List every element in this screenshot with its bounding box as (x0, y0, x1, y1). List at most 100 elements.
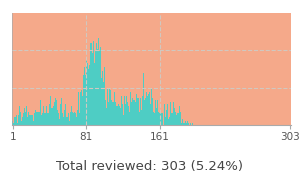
Bar (56, 100, 57, 125)
Bar (121, 96, 122, 125)
Bar (116, 106, 117, 125)
Bar (22, 119, 23, 125)
Bar (71, 106, 72, 125)
Bar (151, 88, 152, 125)
Bar (177, 114, 178, 125)
Bar (90, 51, 91, 125)
Bar (43, 106, 44, 125)
Bar (68, 114, 69, 125)
Bar (76, 117, 77, 125)
Bar (26, 106, 27, 125)
Bar (169, 119, 170, 125)
Bar (153, 112, 154, 125)
Bar (119, 106, 120, 125)
Bar (35, 109, 36, 125)
Bar (117, 106, 118, 125)
Bar (74, 112, 75, 125)
Bar (180, 112, 181, 125)
Bar (78, 92, 79, 125)
Bar (54, 102, 55, 125)
Bar (157, 114, 158, 125)
Bar (134, 102, 135, 125)
Bar (60, 104, 61, 125)
Bar (137, 98, 138, 125)
Bar (126, 96, 127, 125)
Bar (141, 109, 142, 125)
Bar (64, 109, 65, 125)
Bar (184, 123, 185, 125)
Bar (70, 112, 71, 125)
Bar (147, 96, 148, 125)
Bar (52, 108, 53, 125)
Bar (34, 114, 35, 125)
Bar (183, 123, 184, 125)
Bar (113, 102, 114, 125)
Bar (174, 108, 175, 125)
Bar (25, 112, 26, 125)
Bar (16, 115, 17, 125)
Bar (182, 119, 183, 125)
Bar (154, 114, 155, 125)
Bar (155, 100, 156, 125)
Bar (161, 114, 162, 125)
Bar (167, 104, 168, 125)
Bar (15, 117, 16, 125)
Bar (124, 96, 125, 125)
Bar (127, 102, 128, 125)
Bar (92, 53, 93, 125)
Bar (99, 51, 100, 125)
Bar (156, 108, 157, 125)
Bar (28, 112, 29, 125)
Bar (82, 96, 83, 125)
Bar (109, 88, 110, 125)
Bar (50, 96, 51, 125)
Bar (96, 43, 97, 125)
Bar (179, 106, 180, 125)
Bar (169, 117, 170, 125)
Bar (83, 75, 84, 125)
Bar (88, 65, 90, 125)
Bar (152, 98, 153, 125)
Bar (77, 109, 78, 125)
Bar (13, 121, 14, 125)
Bar (94, 63, 95, 125)
Bar (63, 117, 64, 125)
Bar (170, 102, 171, 125)
Bar (176, 115, 177, 125)
Bar (67, 117, 68, 125)
Bar (58, 114, 59, 125)
Bar (84, 67, 85, 125)
Bar (24, 108, 25, 125)
Bar (165, 117, 166, 125)
Bar (192, 123, 193, 125)
Bar (30, 115, 31, 125)
Bar (136, 94, 137, 125)
Bar (86, 57, 87, 125)
Bar (62, 114, 63, 125)
Bar (20, 112, 21, 125)
Bar (125, 104, 126, 125)
Bar (49, 104, 50, 125)
Bar (104, 67, 105, 125)
Bar (61, 98, 62, 125)
Bar (138, 98, 139, 125)
Bar (129, 112, 130, 125)
Bar (168, 108, 169, 125)
Bar (31, 115, 32, 125)
Bar (14, 117, 15, 125)
Bar (23, 114, 24, 125)
Bar (72, 112, 73, 125)
Bar (171, 114, 172, 125)
Bar (19, 106, 20, 125)
Bar (111, 100, 112, 125)
Bar (144, 100, 145, 125)
Bar (159, 114, 160, 125)
Bar (162, 114, 163, 125)
Bar (160, 114, 161, 125)
Bar (36, 112, 37, 125)
Bar (107, 88, 108, 125)
Bar (80, 92, 81, 125)
Bar (29, 115, 30, 125)
Bar (185, 121, 186, 125)
Bar (46, 106, 47, 125)
